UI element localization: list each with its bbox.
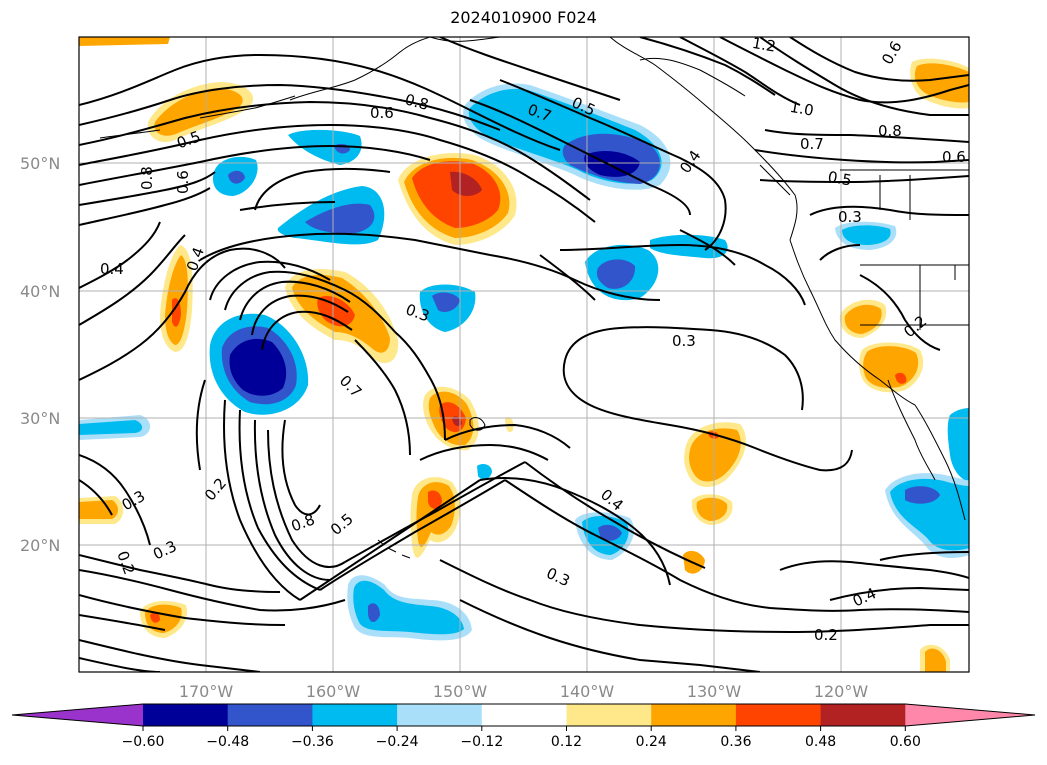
contour-label: 0.8 [403, 90, 431, 114]
lat-label: 50°N [20, 154, 60, 173]
map-frame [78, 36, 970, 673]
contour-label: 1.2 [751, 34, 778, 56]
map-canvas: 1.2 1.0 0.8 0.8 0.7 0.7 0.6 0.6 0.5 0.5 … [79, 34, 969, 672]
colorbar-tick-label: −0.24 [376, 734, 419, 750]
contour-label: 0.6 [942, 148, 966, 166]
graticule [79, 37, 969, 672]
colorbar-tick-label: 0.36 [720, 734, 751, 750]
colorbar-tick-label: −0.36 [291, 734, 334, 750]
map-title: 2024010900 F024 [450, 8, 597, 27]
contour-label: 0.4 [100, 260, 124, 278]
lon-label: 150°W [433, 682, 488, 701]
colorbar-tick-label: 0.60 [890, 734, 921, 750]
lon-label: 160°W [306, 682, 361, 701]
colorbar-tick-label: −0.60 [122, 734, 165, 750]
colorbar-segment [397, 704, 483, 726]
colorbar-tick-label: 0.24 [636, 734, 667, 750]
colorbar: −0.60 −0.48 −0.36 −0.24 −0.12 0.12 0.24 0.36 0.4… [11, 703, 1036, 750]
latitude-labels: 50°N 40°N 30°N 20°N [20, 154, 60, 555]
colorbar-segment [227, 704, 313, 726]
colorbar-tick-label: −0.48 [206, 734, 249, 750]
contour-label: 1.0 [788, 98, 815, 120]
positive-anomaly-region [79, 37, 170, 46]
colorbar-extend-low [12, 704, 143, 726]
colorbar-segment [651, 704, 737, 726]
colorbar-segment [566, 704, 652, 726]
colorbar-tick-label: −0.12 [460, 734, 503, 750]
lat-label: 30°N [20, 409, 60, 428]
contour-label: 0.5 [826, 168, 853, 190]
lon-label: 170°W [179, 682, 234, 701]
contour-label: 0.3 [672, 332, 696, 350]
colorbar-segment [312, 704, 398, 726]
coastlines [99, 37, 969, 559]
colorbar-segment [481, 704, 567, 726]
lat-label: 40°N [20, 282, 60, 301]
lat-label: 20°N [20, 536, 60, 555]
colorbar-extend-high [905, 704, 1035, 726]
longitude-labels: 170°W 160°W 150°W 140°W 130°W 120°W [179, 682, 869, 701]
contour-label: 0.2 [814, 626, 838, 644]
colorbar-segment [820, 704, 906, 726]
colorbar-tick-label: 0.12 [551, 734, 582, 750]
contour-label: 0.3 [838, 208, 862, 226]
colorbar-segment [735, 704, 822, 726]
contour-label: 0.8 [138, 166, 156, 190]
contour-lines [79, 37, 969, 672]
lon-label: 120°W [814, 682, 869, 701]
contour-label: 0.8 [878, 122, 902, 140]
lon-label: 140°W [560, 682, 615, 701]
contour-label: 0.7 [800, 135, 824, 153]
colorbar-tick-label: 0.48 [805, 734, 836, 750]
contour-label: 0.6 [174, 170, 192, 194]
lon-label: 130°W [687, 682, 742, 701]
colorbar-segment [143, 704, 229, 726]
contour-label: 0.6 [370, 104, 394, 122]
